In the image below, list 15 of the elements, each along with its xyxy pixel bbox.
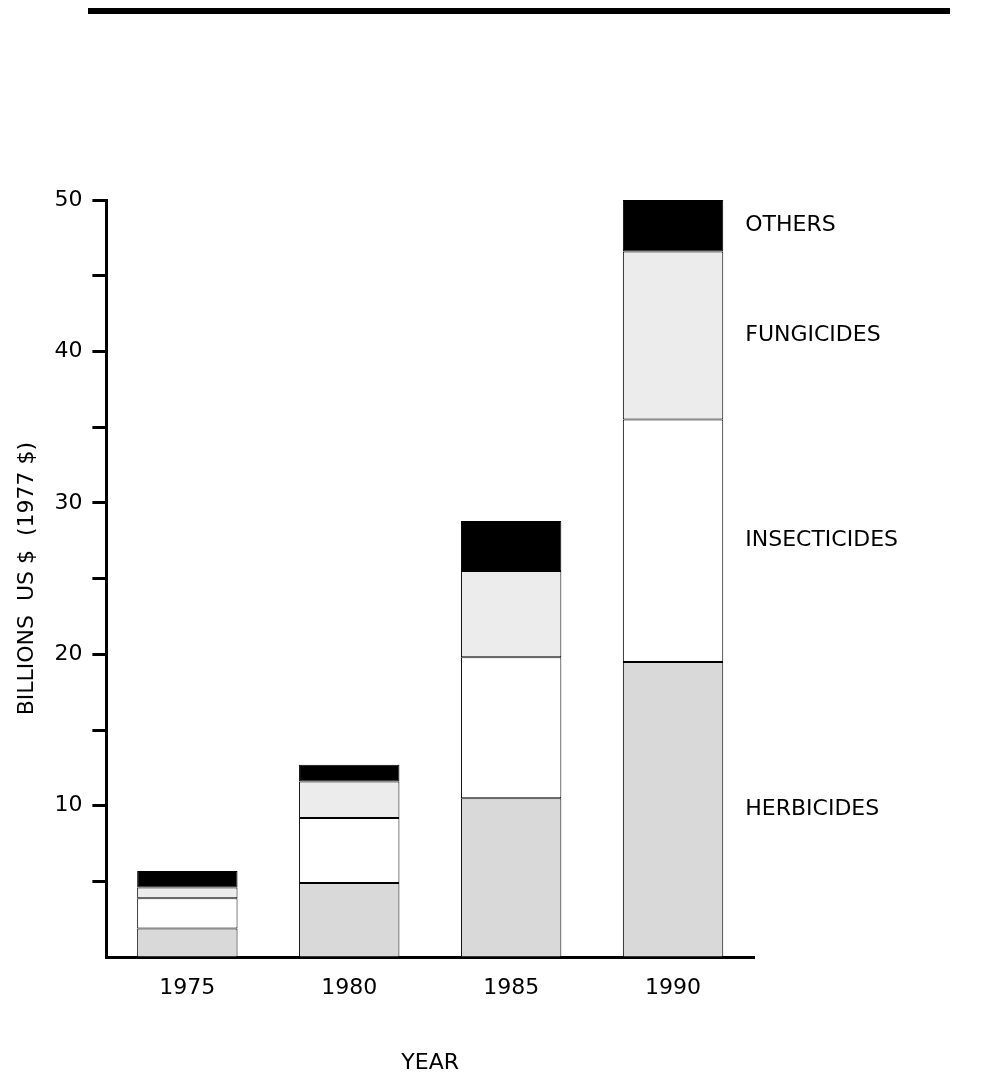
x-tick-label: 1975 [159, 974, 216, 1000]
y-tick-label: 20 [54, 640, 83, 666]
y-tick-label: 50 [54, 185, 83, 211]
y-axis-title: BILLIONS US $ (1977 $) [12, 441, 38, 716]
series-label: FUNGICIDES [745, 321, 881, 347]
series-label: INSECTICIDES [745, 526, 898, 552]
x-tick-label: 1985 [483, 974, 540, 1000]
y-tick-label: 30 [54, 488, 83, 514]
series-label: OTHERS [745, 211, 836, 237]
x-axis-title: YEAR [400, 1048, 460, 1074]
y-tick-label: 10 [54, 791, 83, 817]
series-label: HERBICIDES [745, 795, 880, 821]
y-tick-label: 40 [54, 337, 83, 363]
x-tick-label: 1990 [645, 974, 702, 1000]
x-tick-label: 1980 [321, 974, 378, 1000]
